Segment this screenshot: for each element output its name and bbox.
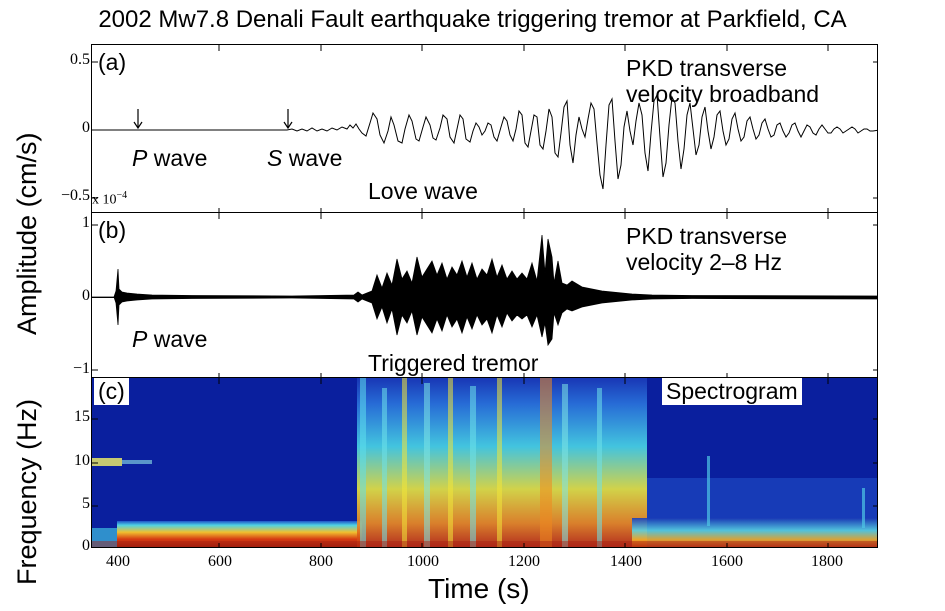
panel-b-filtered: (b) PKD transverse velocity 2–8 Hz P wav… — [91, 212, 878, 378]
xtick-600: 600 — [208, 553, 232, 570]
panel-a-broadband: (a) PKD transverse velocity broadband P … — [91, 44, 878, 213]
b-ytick-neg1: −1 — [72, 360, 90, 377]
xtick-1600: 1600 — [711, 553, 743, 570]
triggered-tremor-annotation: Triggered tremor — [368, 350, 539, 376]
c-ytick-0: 0 — [82, 537, 90, 554]
xtick-1000: 1000 — [407, 553, 439, 570]
a-exponent-label: x 10−4 — [92, 190, 128, 208]
c-ytick-5: 5 — [82, 495, 90, 512]
b-ytick-0: 0 — [82, 287, 90, 304]
spectrogram-heatmap — [92, 378, 877, 547]
a-ytick-neg0.5: −0.5 — [60, 187, 90, 204]
spectrogram-title: Spectrogram — [662, 378, 802, 405]
p-wave-annotation-a: P wave — [132, 145, 208, 171]
panel-b-title: PKD transverse velocity 2–8 Hz — [626, 223, 788, 275]
xtick-400: 400 — [106, 553, 130, 570]
xtick-1800: 1800 — [811, 553, 843, 570]
panel-c-label: (c) — [94, 378, 129, 405]
panel-b-label: (b) — [98, 217, 127, 243]
panel-c-spectrogram: (c) Spectrogram — [91, 377, 878, 548]
broadband-waveform — [92, 45, 877, 212]
p-wave-annotation-b: P wave — [132, 326, 208, 352]
figure-title: 2002 Mw7.8 Denali Fault earthquake trigg… — [98, 6, 847, 33]
b-ytick-1: 1 — [82, 214, 90, 231]
panel-a-title: PKD transverse velocity broadband — [626, 55, 820, 107]
c-ytick-15: 15 — [74, 408, 90, 425]
panel-a-label: (a) — [98, 49, 127, 75]
xtick-800: 800 — [309, 553, 333, 570]
love-wave-annotation: Love wave — [368, 178, 478, 204]
xtick-1200: 1200 — [508, 553, 540, 570]
a-ytick-0.5: 0.5 — [70, 51, 90, 68]
filtered-waveform — [92, 213, 877, 377]
a-ytick-0: 0 — [82, 119, 90, 136]
c-ytick-10: 10 — [74, 452, 90, 469]
xtick-1400: 1400 — [610, 553, 642, 570]
s-wave-annotation: S wave — [267, 145, 343, 171]
frequency-axis-label: Frequency (Hz) — [12, 398, 42, 585]
time-axis-label: Time (s) — [428, 573, 530, 604]
